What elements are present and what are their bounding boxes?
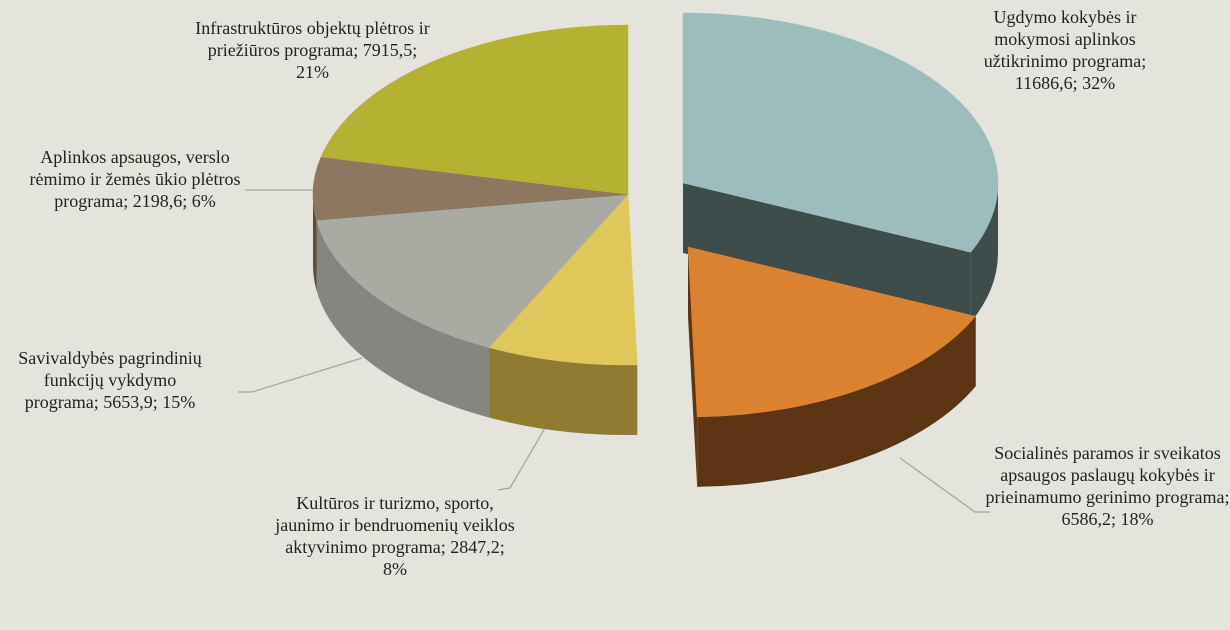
slice-cut-face (688, 247, 698, 487)
slice (682, 12, 999, 323)
leader-line (238, 357, 363, 393)
slice-top (488, 194, 638, 366)
slice-wall (313, 195, 317, 291)
slice (488, 194, 638, 435)
data-label: Socialinės paramos ir sveikatos apsaugos… (985, 443, 1230, 529)
data-label: Savivaldybės pagrindinių funkcijų vykdym… (18, 348, 202, 412)
slice (687, 246, 977, 487)
data-label: Aplinkos apsaugos, verslo rėmimo ir žemė… (29, 147, 241, 211)
slice-top (687, 246, 977, 418)
slice-wall (316, 220, 490, 418)
slice-wall (970, 183, 998, 323)
slice-wall (697, 316, 976, 487)
data-label: Kultūros ir turizmo, sporto, jaunimo ir … (275, 493, 515, 579)
slice-top (320, 24, 629, 196)
leader-line (497, 427, 546, 491)
slice-cut-face (683, 183, 971, 323)
leader-line (899, 457, 990, 513)
slice-wall (489, 347, 638, 435)
slice-top (682, 12, 999, 253)
slice-top (316, 194, 629, 348)
data-label: Infrastruktūros objektų plėtros ir priež… (195, 18, 430, 82)
data-label: Ugdymo kokybės ir mokymosi aplinkos užti… (983, 7, 1147, 93)
